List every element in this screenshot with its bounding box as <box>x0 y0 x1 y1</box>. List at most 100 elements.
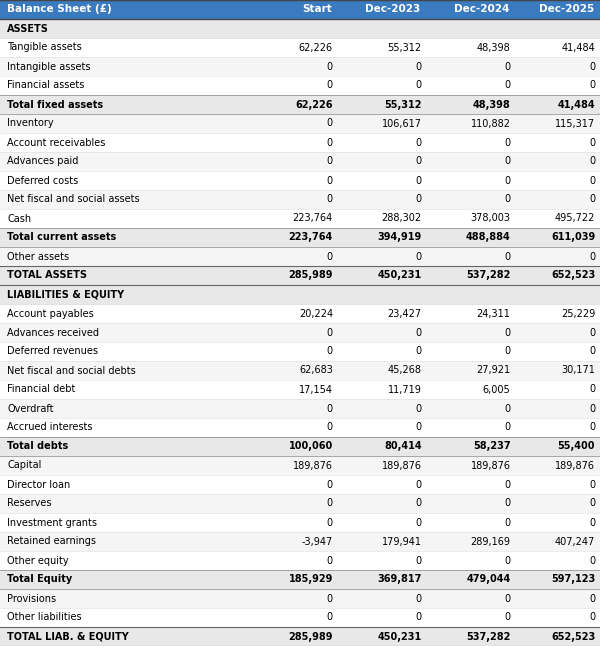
Text: 0: 0 <box>505 81 511 90</box>
Text: 55,312: 55,312 <box>384 99 422 110</box>
Text: 378,003: 378,003 <box>470 213 511 224</box>
Text: 0: 0 <box>327 517 333 528</box>
Text: 189,876: 189,876 <box>382 461 422 470</box>
Text: 0: 0 <box>505 612 511 623</box>
Bar <box>0 570 600 589</box>
Text: TOTAL LIAB. & EQUITY: TOTAL LIAB. & EQUITY <box>7 632 129 641</box>
Bar <box>0 133 600 152</box>
Text: Net fiscal and social assets: Net fiscal and social assets <box>7 194 140 205</box>
Text: Financial assets: Financial assets <box>7 81 85 90</box>
Text: Overdraft: Overdraft <box>7 404 54 413</box>
Text: LIABILITIES & EQUITY: LIABILITIES & EQUITY <box>7 289 124 300</box>
Text: 0: 0 <box>505 479 511 490</box>
Bar <box>0 380 600 399</box>
Text: Provisions: Provisions <box>7 594 56 603</box>
Bar <box>0 342 600 361</box>
Text: 0: 0 <box>505 61 511 72</box>
Text: 179,941: 179,941 <box>382 536 422 547</box>
Text: 0: 0 <box>505 556 511 565</box>
Text: 62,226: 62,226 <box>295 99 333 110</box>
Bar <box>0 456 600 475</box>
Text: 0: 0 <box>416 594 422 603</box>
Text: 537,282: 537,282 <box>466 632 511 641</box>
Text: 0: 0 <box>589 422 595 433</box>
Text: 488,884: 488,884 <box>466 233 511 242</box>
Bar <box>0 551 600 570</box>
Text: 185,929: 185,929 <box>289 574 333 585</box>
Text: 0: 0 <box>327 176 333 185</box>
Text: 48,398: 48,398 <box>473 99 511 110</box>
Text: 0: 0 <box>416 176 422 185</box>
Text: Dec-2024: Dec-2024 <box>454 5 509 14</box>
Text: 110,882: 110,882 <box>470 118 511 129</box>
Text: 0: 0 <box>589 404 595 413</box>
Text: Total Equity: Total Equity <box>7 574 73 585</box>
Bar <box>0 608 600 627</box>
Text: 0: 0 <box>327 479 333 490</box>
Bar <box>0 228 600 247</box>
Text: 0: 0 <box>327 138 333 147</box>
Text: 189,876: 189,876 <box>470 461 511 470</box>
Text: 0: 0 <box>327 499 333 508</box>
Text: 0: 0 <box>416 138 422 147</box>
Text: 0: 0 <box>589 517 595 528</box>
Text: 652,523: 652,523 <box>551 632 595 641</box>
Text: 0: 0 <box>589 251 595 262</box>
Text: 0: 0 <box>327 556 333 565</box>
Text: 27,921: 27,921 <box>476 366 511 375</box>
Text: 0: 0 <box>589 384 595 395</box>
Bar <box>0 589 600 608</box>
Text: 0: 0 <box>589 612 595 623</box>
Bar <box>0 304 600 323</box>
Bar <box>0 57 600 76</box>
Text: 285,989: 285,989 <box>289 632 333 641</box>
Text: Other liabilities: Other liabilities <box>7 612 82 623</box>
Bar <box>0 19 600 38</box>
Text: 0: 0 <box>589 499 595 508</box>
Text: 450,231: 450,231 <box>377 632 422 641</box>
Text: 0: 0 <box>416 404 422 413</box>
Text: 611,039: 611,039 <box>551 233 595 242</box>
Text: Tangible assets: Tangible assets <box>7 43 82 52</box>
Text: 23,427: 23,427 <box>388 309 422 318</box>
Text: 0: 0 <box>327 81 333 90</box>
Bar <box>0 532 600 551</box>
Text: 45,268: 45,268 <box>388 366 422 375</box>
Text: Advances paid: Advances paid <box>7 156 79 167</box>
Text: Intangible assets: Intangible assets <box>7 61 91 72</box>
Text: 0: 0 <box>505 346 511 357</box>
Text: ASSETS: ASSETS <box>7 23 49 34</box>
Text: Account receivables: Account receivables <box>7 138 106 147</box>
Bar <box>0 399 600 418</box>
Bar <box>0 114 600 133</box>
Text: Net fiscal and social debts: Net fiscal and social debts <box>7 366 136 375</box>
Text: 0: 0 <box>505 422 511 433</box>
Text: 11,719: 11,719 <box>388 384 422 395</box>
Text: Account payables: Account payables <box>7 309 94 318</box>
Text: 0: 0 <box>505 194 511 205</box>
Text: 0: 0 <box>505 594 511 603</box>
Text: Dec-2025: Dec-2025 <box>539 5 594 14</box>
Text: 450,231: 450,231 <box>377 271 422 280</box>
Text: 0: 0 <box>505 517 511 528</box>
Text: 0: 0 <box>416 479 422 490</box>
Text: 0: 0 <box>416 328 422 337</box>
Text: 285,989: 285,989 <box>289 271 333 280</box>
Text: 58,237: 58,237 <box>473 441 511 452</box>
Text: 0: 0 <box>327 251 333 262</box>
Bar <box>0 285 600 304</box>
Text: 0: 0 <box>327 156 333 167</box>
Bar <box>0 38 600 57</box>
Text: 25,229: 25,229 <box>561 309 595 318</box>
Text: Balance Sheet (£): Balance Sheet (£) <box>7 5 112 14</box>
Text: 62,226: 62,226 <box>299 43 333 52</box>
Text: Investment grants: Investment grants <box>7 517 97 528</box>
Text: 0: 0 <box>589 194 595 205</box>
Text: 479,044: 479,044 <box>466 574 511 585</box>
Bar <box>0 418 600 437</box>
Text: 0: 0 <box>416 156 422 167</box>
Text: 30,171: 30,171 <box>562 366 595 375</box>
Text: 0: 0 <box>416 251 422 262</box>
Bar <box>0 190 600 209</box>
Bar <box>0 475 600 494</box>
